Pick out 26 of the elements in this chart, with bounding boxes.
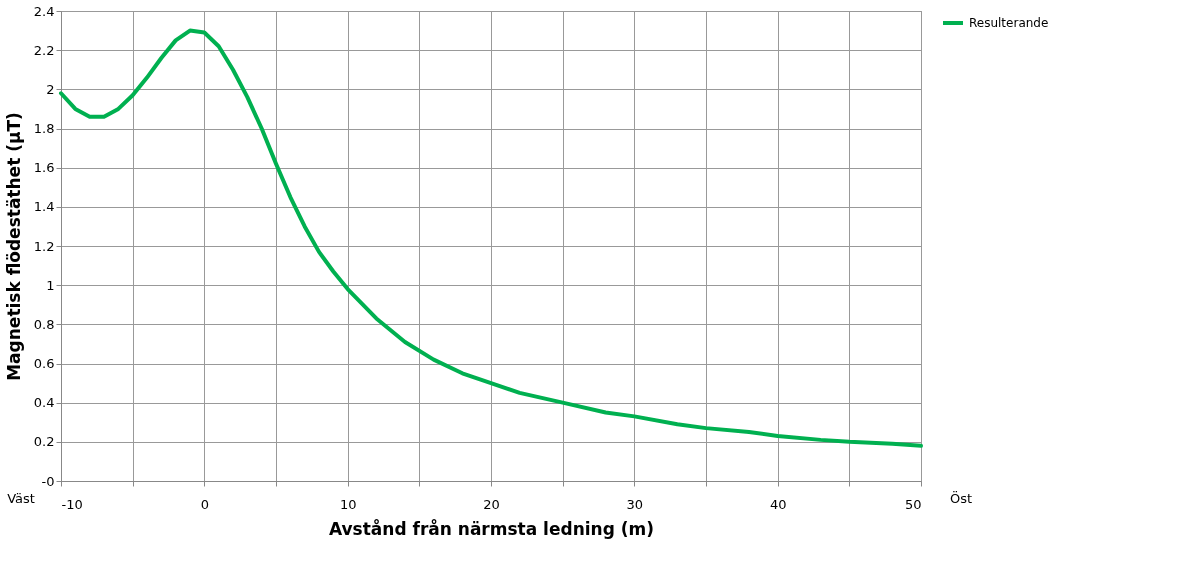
y-tick-label: 1.6 bbox=[33, 160, 55, 176]
y-tick-label: 2 bbox=[46, 81, 55, 97]
x-tick-label: 40 bbox=[769, 496, 787, 512]
legend-label: Resulterande bbox=[969, 16, 1049, 30]
y-tick-label: 1 bbox=[46, 277, 55, 293]
y-axis-title: Magnetisk flödestäthet (µT) bbox=[3, 112, 24, 381]
y-tick-label: 1.2 bbox=[33, 238, 55, 254]
y-tick-label: 0.2 bbox=[33, 434, 55, 450]
y-tick-label: 2.2 bbox=[33, 42, 55, 58]
x-tick-label: 50 bbox=[904, 496, 922, 512]
x-tick-label: 20 bbox=[483, 496, 500, 512]
x-tick-label: 0 bbox=[200, 496, 209, 512]
y-tick-label: 2.4 bbox=[33, 3, 55, 19]
x-tick-label: 30 bbox=[626, 496, 644, 512]
y-tick-label: 1.4 bbox=[33, 199, 55, 215]
text: Väst bbox=[7, 491, 35, 506]
x-tick-label: -10 bbox=[61, 496, 83, 512]
y-tick-label: 1.8 bbox=[33, 121, 55, 136]
y-tick-label: -0 bbox=[41, 473, 55, 489]
text: Öst bbox=[949, 490, 973, 506]
x-axis-title: Avstånd från närmsta ledning (m) bbox=[328, 517, 655, 539]
y-tick-label: 0.4 bbox=[33, 395, 55, 411]
x-tick-label: 10 bbox=[339, 496, 357, 512]
y-tick-label: 0.6 bbox=[33, 356, 55, 371]
line-series bbox=[59, 28, 923, 448]
y-tick-label: 0.8 bbox=[33, 316, 55, 332]
